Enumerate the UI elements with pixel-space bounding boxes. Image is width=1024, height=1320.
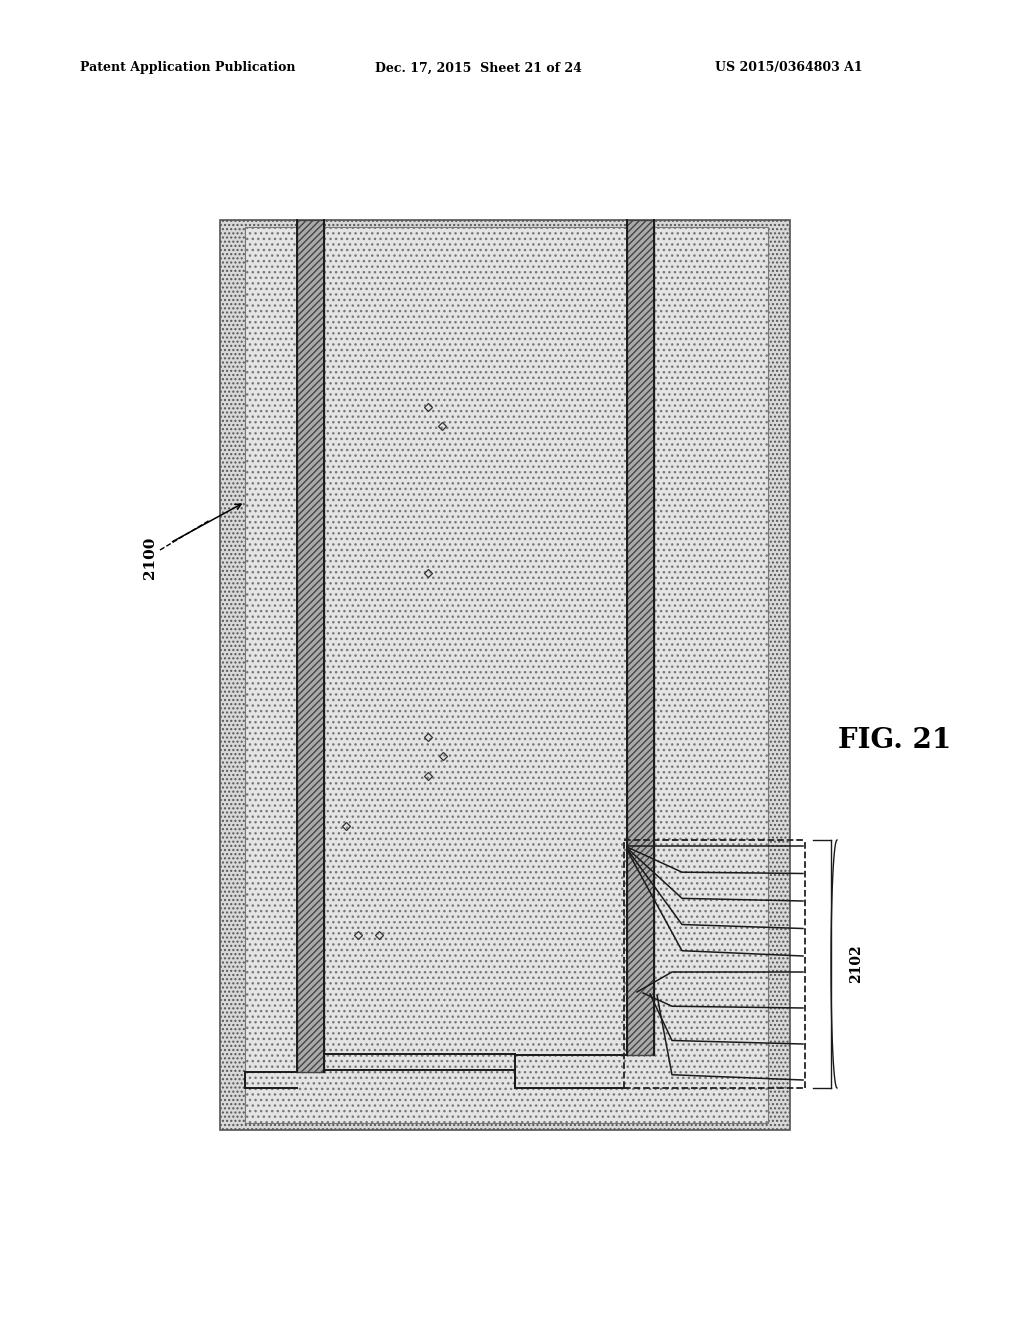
Text: 2100: 2100 [143, 537, 157, 579]
Text: Dec. 17, 2015  Sheet 21 of 24: Dec. 17, 2015 Sheet 21 of 24 [375, 62, 582, 74]
Bar [220, 220, 790, 1130]
Text: US 2015/0364803 A1: US 2015/0364803 A1 [715, 62, 862, 74]
Bar [627, 220, 654, 1055]
Text: 2102: 2102 [849, 945, 863, 983]
Text: FIG. 21: FIG. 21 [839, 726, 951, 754]
Bar [245, 227, 768, 1123]
Text: Patent Application Publication: Patent Application Publication [80, 62, 296, 74]
Bar [297, 220, 324, 1072]
